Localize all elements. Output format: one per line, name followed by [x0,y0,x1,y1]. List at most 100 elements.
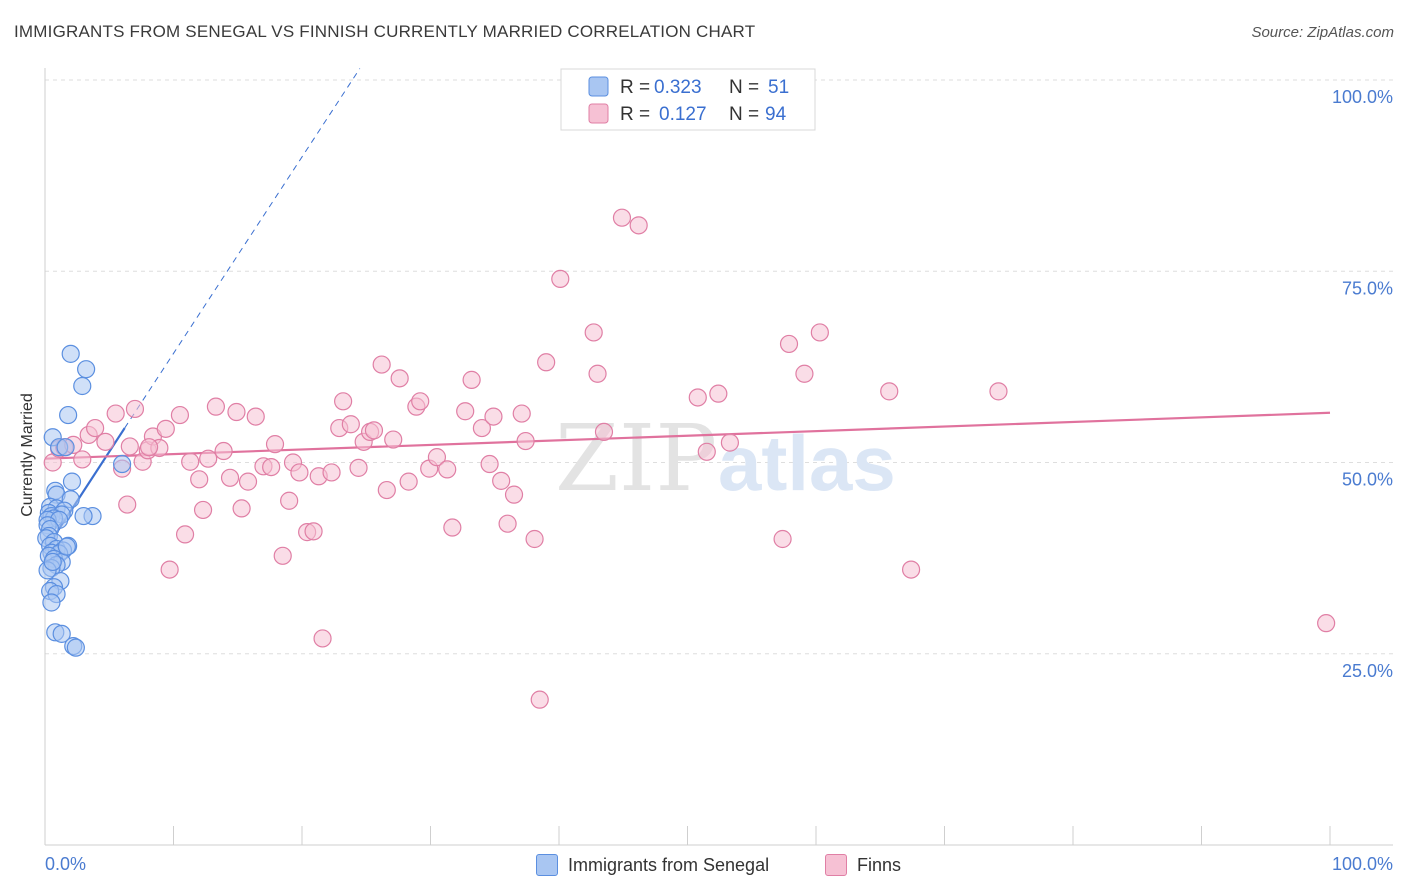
point-finns [584,323,603,342]
point-senegal [59,405,78,425]
point-finns [480,454,499,474]
trend-line-finns [44,411,1331,460]
point-finns [322,463,341,482]
point-finns [594,422,614,441]
point-finns [1317,614,1336,633]
y-tick-labels: 100.0% 75.0% 50.0% 25.0% [1332,87,1393,681]
point-finns [265,435,285,454]
point-finns [384,430,403,449]
legend-n-value: 51 [768,77,789,98]
legend-r-value: 0.127 [659,104,707,125]
point-finns [199,449,218,468]
point-senegal [73,376,92,396]
point-finns [227,402,246,422]
y-tick-label: 50.0% [1342,470,1393,490]
legend-label-senegal: Immigrants from Senegal [568,854,770,875]
watermark: ZIP atlas [555,405,896,512]
point-senegal [61,344,80,363]
point-finns [214,441,233,461]
x-tick-label-left: 0.0% [45,854,86,874]
point-finns [512,404,531,423]
point-senegal [42,593,61,612]
point-finns [399,472,418,491]
point-senegal [52,624,71,643]
legend-swatch-senegal [536,854,558,876]
point-finns [456,402,475,421]
legend-n-label: N = [729,77,759,98]
point-finns [262,457,281,477]
point-finns [364,421,384,440]
point-finns [118,495,137,514]
point-finns [280,491,299,510]
point-senegal [62,472,82,491]
point-finns [530,690,549,709]
y-tick-label: 100.0% [1332,87,1393,107]
point-senegal [74,506,93,526]
point-finns [246,407,265,426]
point-finns [220,468,240,487]
trend-line-extension [124,68,361,429]
point-finns [273,546,292,565]
point-finns [588,364,607,383]
point-finns [377,480,396,500]
point-finns [175,525,195,544]
watermark-zip: ZIP [555,405,717,512]
point-senegal [57,537,76,556]
legend-swatch-finns [588,103,609,124]
point-finns [390,369,409,388]
point-finns [773,529,792,549]
point-finns [411,392,430,411]
point-finns [181,452,200,471]
legend-n-value: 94 [765,104,787,125]
point-finns [106,404,125,423]
source-label: Source: ZipAtlas.com [1251,24,1394,41]
y-tick-label: 25.0% [1342,661,1393,681]
point-finns [880,382,899,401]
point-finns [484,407,503,426]
point-finns [120,437,139,456]
point-finns [537,353,556,372]
point-finns [901,560,921,579]
point-finns [525,529,544,549]
point-finns [810,323,829,342]
point-finns [290,463,309,482]
point-finns [688,388,707,407]
legend-item-finns[interactable]: Finns [825,854,901,876]
legend-r-label: R = [620,77,650,98]
point-finns [190,470,209,489]
legend-swatch-senegal [588,76,609,97]
y-tick-label: 75.0% [1342,278,1393,298]
point-finns [206,397,226,416]
legend-label-finns: Finns [857,854,902,875]
point-finns [232,499,251,518]
point-senegal [66,638,85,657]
point-finns [238,472,258,491]
point-finns [334,392,353,411]
point-finns [795,364,814,383]
point-finns [170,405,190,425]
point-finns [697,442,716,461]
legend-r-label: R = [620,104,650,125]
point-finns [720,433,740,452]
point-finns [498,514,517,533]
point-finns [709,384,728,403]
point-finns [504,485,524,504]
point-finns [516,431,535,451]
point-finns [73,450,92,469]
point-senegal [112,454,132,474]
point-finns [372,355,391,374]
point-finns [427,448,447,467]
series-legend: Immigrants from Senegal Finns [0,850,1406,880]
point-finns [989,382,1008,401]
legend-r-value: 0.323 [654,77,702,98]
legend-item-senegal[interactable]: Immigrants from Senegal [536,854,769,876]
point-finns [125,399,145,419]
x-ticks [173,826,1331,845]
point-finns [313,629,332,648]
data-points [37,208,1336,709]
point-finns [86,418,105,438]
point-finns [304,522,323,541]
point-finns [96,432,115,451]
point-senegal [77,360,96,379]
